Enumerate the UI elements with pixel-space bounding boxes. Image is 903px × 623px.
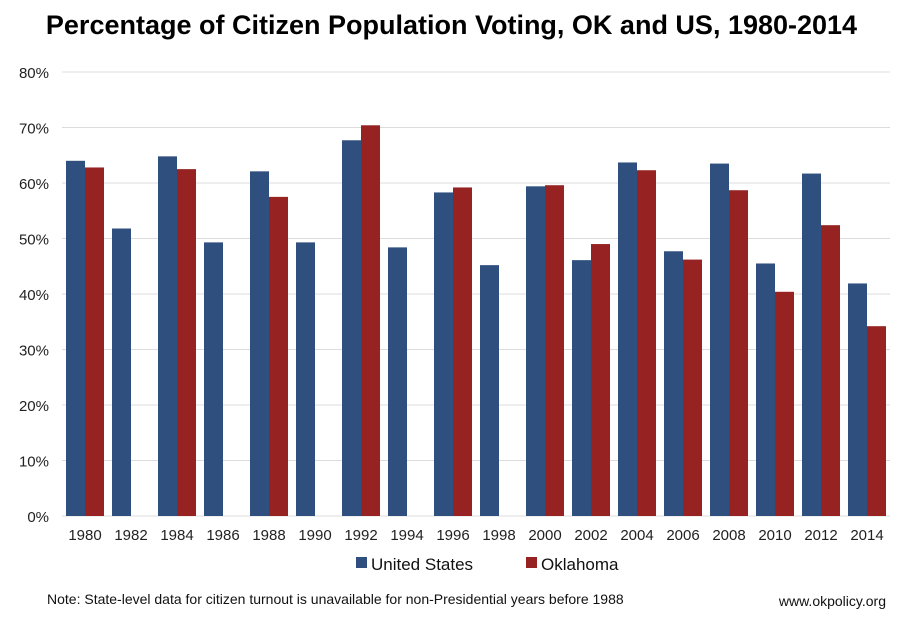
bar-united-states	[158, 156, 177, 517]
x-tick-label: 1990	[298, 527, 331, 544]
y-tick-label: 10%	[19, 454, 49, 471]
bar-oklahoma	[729, 190, 748, 516]
bar-oklahoma	[361, 125, 380, 516]
bar-united-states	[388, 247, 407, 516]
x-tick-label: 2006	[666, 527, 699, 544]
bar-oklahoma	[453, 187, 472, 516]
y-tick-label: 20%	[19, 398, 49, 415]
bar-united-states	[204, 242, 223, 516]
bar-oklahoma	[683, 259, 702, 516]
x-tick-label: 1988	[252, 527, 285, 544]
x-tick-label: 2010	[758, 527, 791, 544]
x-tick-label: 1986	[206, 527, 239, 544]
bar-oklahoma	[637, 170, 656, 517]
bar-united-states	[296, 242, 315, 516]
x-tick-label: 2008	[712, 527, 745, 544]
bar-oklahoma	[821, 225, 840, 516]
bar-united-states	[434, 192, 453, 516]
bar-united-states	[756, 263, 775, 516]
y-tick-label: 0%	[27, 509, 49, 526]
y-tick-label: 80%	[19, 65, 49, 82]
x-tick-label: 2012	[804, 527, 837, 544]
y-tick-label: 70%	[19, 121, 49, 138]
legend-label: United States	[371, 555, 473, 574]
bar-oklahoma	[269, 196, 288, 516]
y-tick-label: 60%	[19, 176, 49, 193]
bar-united-states	[664, 251, 683, 516]
bar-united-states	[572, 260, 591, 516]
bar-united-states	[802, 173, 821, 516]
bar-united-states	[618, 162, 637, 516]
x-tick-label: 2000	[528, 527, 561, 544]
bar-oklahoma	[85, 167, 104, 516]
bar-united-states	[526, 186, 545, 516]
footnote: Note: State-level data for citizen turno…	[47, 591, 624, 607]
source-label: www.okpolicy.org	[778, 593, 886, 609]
y-tick-label: 40%	[19, 287, 49, 304]
legend-swatch	[356, 557, 367, 568]
x-tick-label: 1996	[436, 527, 469, 544]
bar-united-states	[480, 265, 499, 516]
bar-united-states	[250, 171, 269, 516]
x-tick-label: 1980	[68, 527, 101, 544]
legend-label: Oklahoma	[541, 555, 619, 574]
bar-oklahoma	[591, 244, 610, 517]
x-tick-label: 1994	[390, 527, 423, 544]
x-tick-label: 1984	[160, 527, 193, 544]
x-tick-label: 1982	[114, 527, 147, 544]
bar-united-states	[848, 283, 867, 516]
bar-oklahoma	[177, 169, 196, 516]
x-tick-label: 2004	[620, 527, 653, 544]
bar-united-states	[112, 228, 131, 516]
bar-united-states	[342, 140, 361, 516]
bar-united-states	[66, 160, 85, 517]
x-tick-label: 1992	[344, 527, 377, 544]
x-tick-label: 2014	[850, 527, 883, 544]
bar-oklahoma	[867, 326, 886, 516]
bar-oklahoma	[775, 291, 794, 516]
bar-oklahoma	[545, 185, 564, 516]
legend-swatch	[526, 557, 537, 568]
y-tick-label: 50%	[19, 232, 49, 249]
x-tick-label: 2002	[574, 527, 607, 544]
chart-title: Percentage of Citizen Population Voting,…	[45, 10, 858, 40]
bar-united-states	[710, 163, 729, 516]
y-tick-label: 30%	[19, 343, 49, 360]
x-tick-label: 1998	[482, 527, 515, 544]
